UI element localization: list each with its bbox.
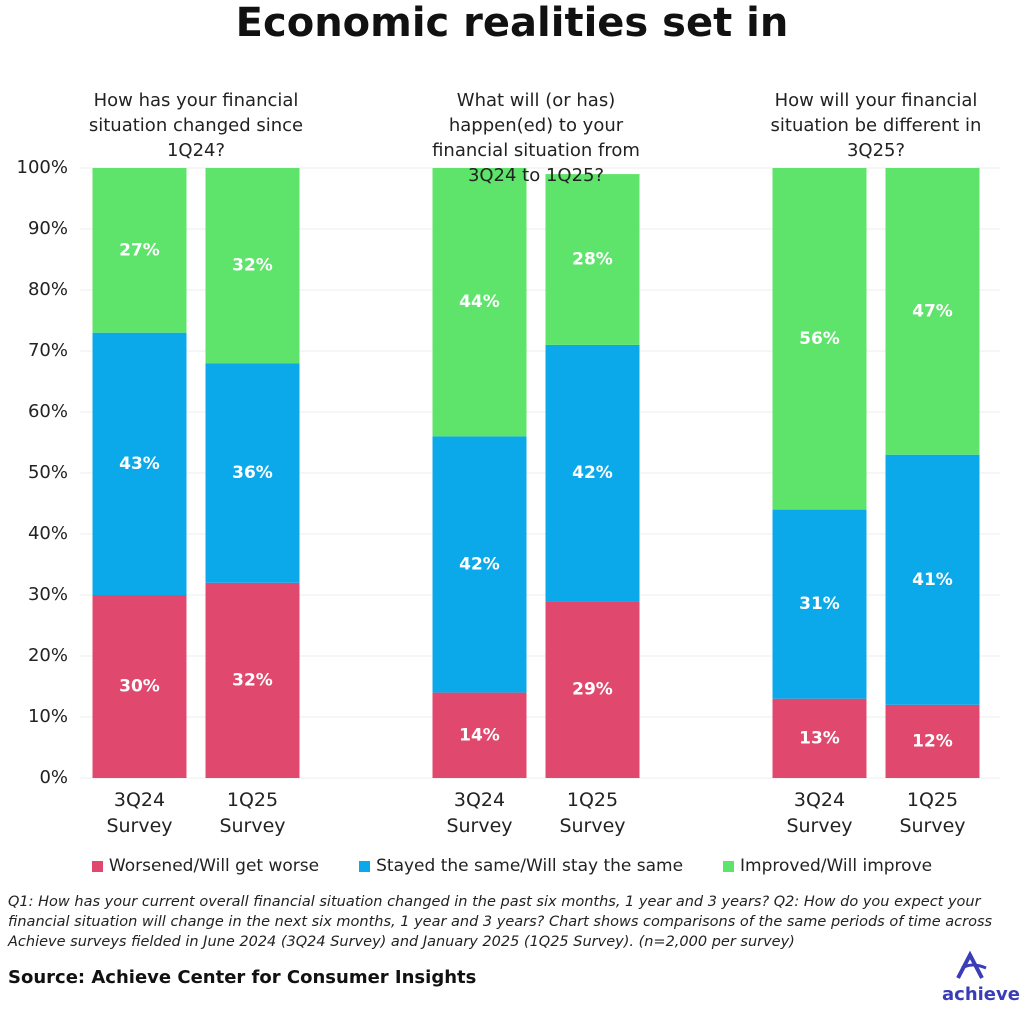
bar-segment [92,168,187,333]
footnote: Q1: How has your current overall financi… [8,894,993,950]
legend-label: Improved/Will improve [740,856,933,876]
y-tick-label: 90% [28,218,68,239]
group-title: What will (or has) happen(ed) to your fi… [432,90,640,186]
chart-title: Economic realities set in [235,0,789,46]
legend-label: Stayed the same/Will stay the same [376,856,684,876]
data-label: 42% [459,555,500,575]
y-tick-label: 60% [28,401,68,422]
legend-item: Worsened/Will get worse [91,856,320,876]
bar-segment [545,344,640,602]
data-label: 28% [572,250,613,270]
group-title: How has your financial situation changed… [88,90,304,161]
y-tick-label: 40% [28,523,68,544]
bar-segment [432,436,527,693]
y-tick-label: 70% [28,340,68,361]
data-label: 30% [119,677,160,697]
y-tick-label: 0% [39,767,68,788]
bar-segment [885,704,980,778]
y-tick-label: 50% [28,462,68,483]
bar-segment [205,582,300,778]
y-tick-label: 80% [28,279,68,300]
data-label: 31% [799,594,840,614]
y-tick-label: 100% [17,157,68,178]
data-label: 56% [799,329,840,349]
data-label: 14% [459,725,500,745]
bar-segment [772,698,867,778]
data-label: 32% [232,256,273,276]
data-label: 13% [799,728,840,748]
legend-swatch [359,860,371,872]
bar-segment [772,509,867,699]
data-label: 32% [232,670,273,690]
y-tick-label: 20% [28,645,68,666]
bar-segment [432,692,527,778]
bar-segment [545,174,640,345]
x-tick-label: 1Q25 Survey [219,789,286,837]
bar-segment [205,168,300,364]
data-label: 42% [572,463,613,483]
legend-item: Stayed the same/Will stay the same [359,856,683,876]
group-title: How will your financial situation be dif… [770,90,982,161]
data-label: 27% [119,240,160,260]
bar-segment [772,168,867,510]
data-label: 36% [232,463,273,483]
legend: Worsened/Will get worse Stayed the same/W… [0,856,1024,876]
data-label: 29% [572,680,613,700]
logo-text: achieve [942,984,1020,1005]
y-tick-label: 10% [28,706,68,727]
x-tick-label: 1Q25 Survey [559,789,626,837]
data-label: 41% [912,570,953,590]
x-tick-label: 3Q24 Survey [786,789,853,837]
bar-segment [545,601,640,778]
data-label: 43% [119,454,160,474]
legend-item: Improved/Will improve [723,856,932,876]
bar-segment [205,363,300,583]
x-tick-label: 3Q24 Survey [446,789,513,837]
bar-segment [92,332,187,595]
data-label: 12% [912,731,953,751]
data-label: 47% [912,301,953,321]
source: Source: Achieve Center for Consumer Insi… [8,967,477,988]
bar-segment [92,595,187,778]
legend-swatch [91,860,103,872]
legend-label: Worsened/Will get worse [108,856,320,876]
data-label: 44% [459,292,500,312]
y-tick-label: 30% [28,584,68,605]
bar-segment [432,168,527,437]
logo-icon [956,950,987,979]
legend-swatch [723,860,735,872]
x-tick-label: 1Q25 Survey [899,789,966,837]
bar-segment [885,168,980,455]
x-tick-label: 3Q24 Survey [106,789,173,837]
bar-segment [885,454,980,705]
